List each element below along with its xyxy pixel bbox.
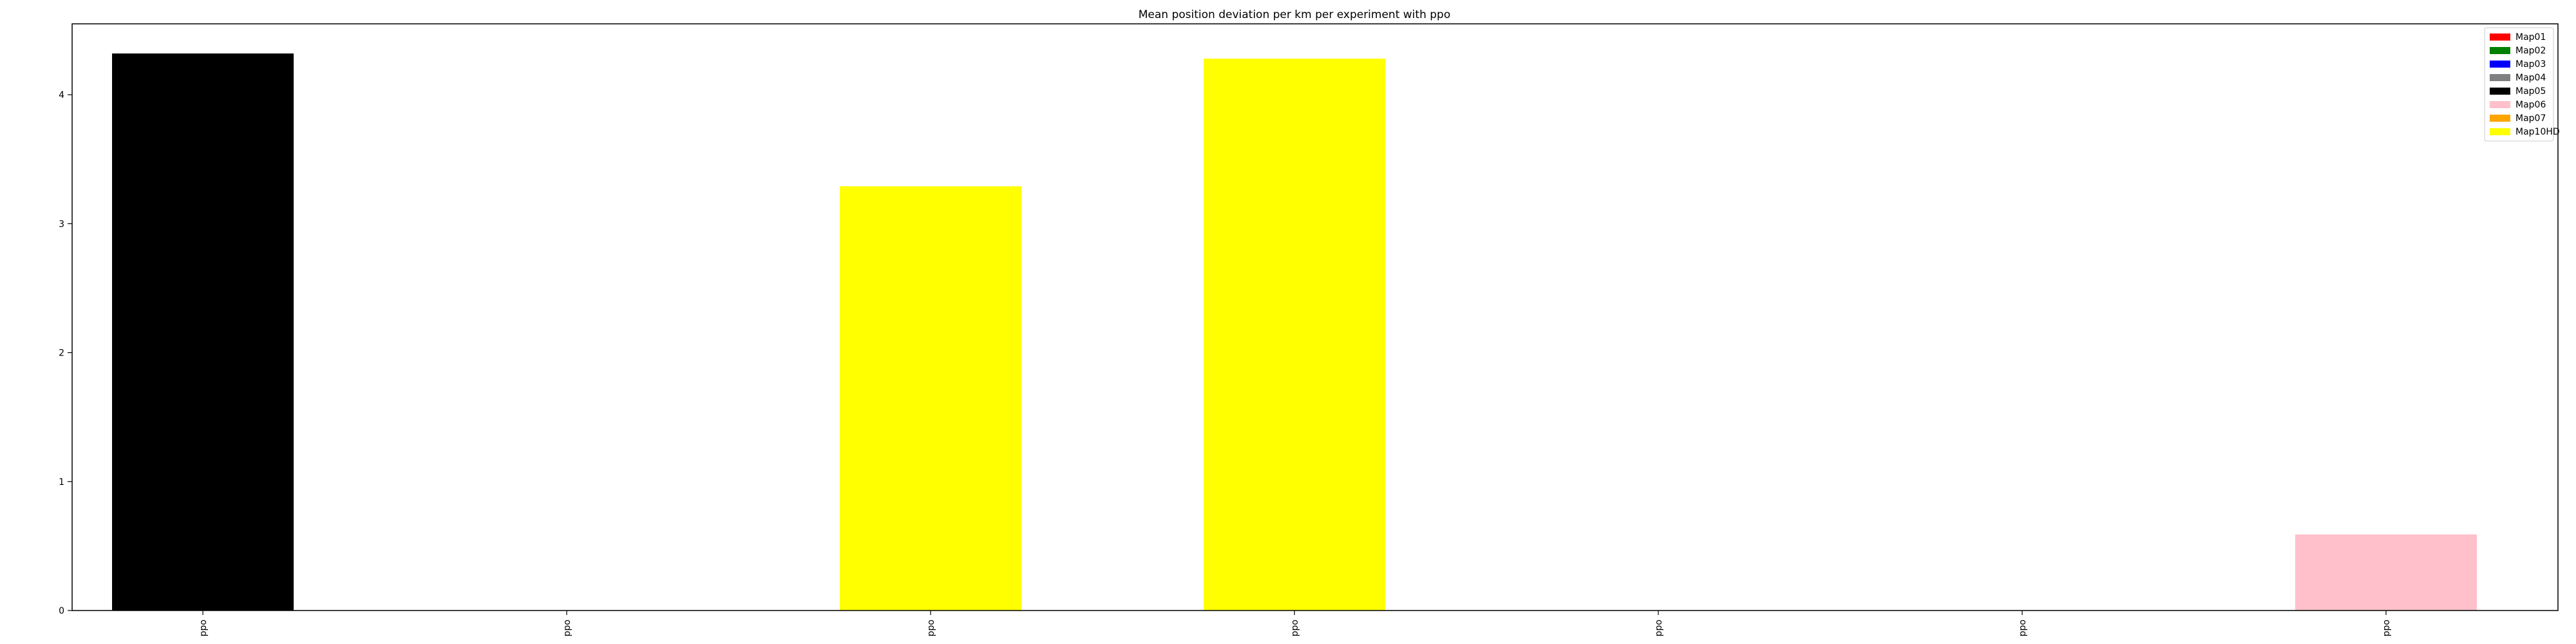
y-tick-label: 3 <box>59 219 64 229</box>
legend-label: Map01 <box>2515 32 2546 43</box>
legend-label: Map02 <box>2515 46 2546 56</box>
x-axis: ppo ppo ppo ppo ppo ppo ppo <box>198 611 2392 636</box>
bar-4 <box>1204 59 1385 611</box>
y-tick-label: 0 <box>59 606 64 616</box>
legend-label: Map07 <box>2515 113 2546 124</box>
legend-swatch <box>2490 47 2510 54</box>
legend-label: Map04 <box>2515 73 2546 83</box>
bars-group <box>112 53 2477 611</box>
legend-label: Map06 <box>2515 100 2546 110</box>
legend-swatch <box>2490 115 2510 122</box>
legend-swatch <box>2490 33 2510 41</box>
legend-box <box>2484 27 2554 142</box>
x-tick-label: ppo <box>198 620 209 636</box>
plot-frame <box>71 23 2559 611</box>
y-tick-label: 2 <box>59 348 64 359</box>
x-tick-label: ppo <box>562 620 573 636</box>
x-tick-label: ppo <box>1290 620 1300 636</box>
legend: Map01 Map02 Map03 Map04 Map05 Map06 Map07 Map10… <box>2484 27 2560 142</box>
chart-title: Mean position deviation per km per exper… <box>1139 8 1450 21</box>
x-tick-label: ppo <box>2382 620 2392 636</box>
y-tick-label: 4 <box>59 90 64 100</box>
x-tick-label: ppo <box>926 620 936 636</box>
legend-swatch <box>2490 61 2510 68</box>
x-tick-label: ppo <box>2018 620 2028 636</box>
bar-1 <box>112 53 294 611</box>
legend-swatch <box>2490 88 2510 95</box>
y-tick-label: 1 <box>59 477 64 488</box>
legend-label: Map05 <box>2515 86 2546 97</box>
legend-swatch <box>2490 74 2510 81</box>
x-tick-label: ppo <box>1654 620 1664 636</box>
y-axis: 0 1 2 3 4 <box>59 90 72 616</box>
legend-swatch <box>2490 128 2510 135</box>
legend-label: Map10HD <box>2515 127 2560 137</box>
bar-3 <box>840 186 1021 611</box>
legend-swatch <box>2490 101 2510 108</box>
bar-7 <box>2295 534 2477 611</box>
legend-label: Map03 <box>2515 59 2546 70</box>
